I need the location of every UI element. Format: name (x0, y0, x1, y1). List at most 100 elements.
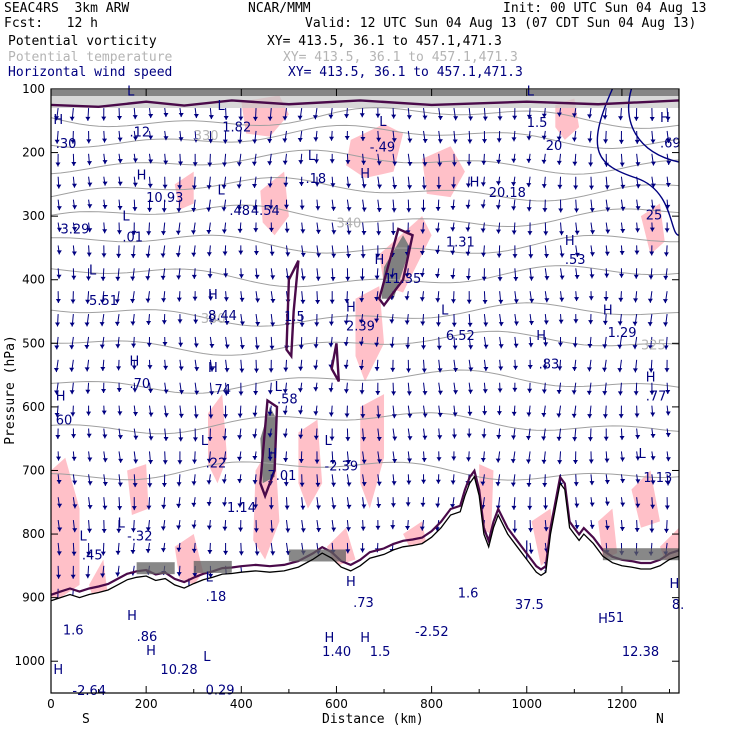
wind-arrowhead (267, 183, 273, 188)
wind-arrowhead (587, 114, 593, 119)
theta-contour (50, 461, 680, 481)
wind-arrowhead (497, 116, 503, 121)
value-label: 4.54 (251, 204, 280, 219)
wind-arrowhead (86, 551, 92, 556)
wind-arrowhead (223, 391, 229, 396)
wind-arrowhead (161, 208, 167, 213)
wind-arrowhead (574, 275, 580, 280)
wind-arrowhead (343, 342, 349, 347)
wind-arrowhead (209, 367, 215, 372)
wind-arrowhead (361, 184, 367, 189)
wind-arrowhead (390, 367, 396, 372)
value-label: 8. (672, 598, 684, 613)
wind-arrowhead (237, 435, 243, 440)
terrain-line (50, 475, 680, 602)
wind-arrowhead (299, 482, 305, 487)
wind-arrowhead (254, 551, 260, 556)
pv-shade-patch (631, 470, 660, 528)
terrain-layer (50, 475, 680, 693)
pv-shade-patch (422, 146, 465, 198)
wind-arrowhead (283, 367, 289, 372)
wind-arrowhead (131, 343, 137, 348)
high-marker: H (130, 355, 140, 370)
wind-arrowhead (557, 184, 563, 189)
wind-arrowhead (544, 276, 550, 281)
wind-arrowhead (176, 208, 182, 213)
wind-arrowhead (269, 251, 275, 256)
wind-arrowhead (131, 506, 137, 511)
wind-arrowhead (206, 252, 212, 257)
pv-grey-max (381, 235, 411, 299)
terrain-pv-shade (288, 549, 346, 562)
wind-arrowhead (298, 345, 304, 350)
wind-arrowhead (406, 368, 412, 373)
wind-arrowhead (100, 366, 106, 371)
wind-arrowhead (451, 322, 457, 327)
wind-arrowhead (251, 161, 257, 166)
wind-arrowhead (223, 273, 229, 278)
wind-arrowhead (589, 185, 595, 190)
wind-arrowhead (208, 573, 214, 578)
value-label: 1.29 (608, 326, 637, 341)
high-marker: H (536, 329, 546, 344)
wind-arrowhead (148, 436, 154, 441)
wind-arrowhead (605, 207, 611, 212)
wind-arrowhead (344, 299, 350, 304)
theta-contour (50, 265, 680, 288)
wind-arrowhead (114, 299, 120, 304)
wind-arrowhead (223, 116, 229, 121)
wind-arrowhead (269, 345, 275, 350)
wind-arrowhead (239, 345, 245, 350)
wind-arrowhead (87, 505, 93, 510)
wind-arrowhead (343, 364, 349, 369)
wind-arrowhead (102, 434, 108, 439)
wind-arrowhead (559, 231, 565, 236)
wind-arrowhead (237, 139, 243, 144)
wind-arrowhead (252, 455, 258, 460)
wind-arrowhead (193, 114, 199, 119)
wind-arrowhead (330, 183, 336, 188)
wind-arrowhead (69, 367, 75, 372)
wind-arrowhead (224, 368, 230, 373)
wind-arrowhead (131, 230, 137, 235)
wind-arrowhead (587, 414, 593, 419)
low-marker: L (441, 304, 449, 319)
wind-arrowhead (586, 390, 592, 395)
theta-contour (50, 302, 680, 327)
wind-arrowhead (255, 298, 261, 303)
low-marker: L (127, 84, 135, 99)
wind-arrowhead (361, 207, 367, 212)
wind-arrowhead (267, 161, 273, 166)
wind-arrowhead (556, 160, 562, 165)
value-label: 1.31 (446, 236, 475, 251)
wind-arrowhead (467, 322, 473, 327)
wind-arrowhead (407, 138, 413, 143)
wind-arrowhead (480, 252, 486, 257)
wind-arrowhead (330, 460, 336, 465)
wind-arrowhead (498, 366, 504, 371)
wind-arrowhead (163, 413, 169, 418)
wind-arrowhead (270, 298, 276, 303)
wind-arrowhead (84, 344, 90, 349)
wind-arrowhead (556, 112, 562, 117)
wind-arrowhead (115, 572, 121, 577)
wind-arrowhead (435, 479, 441, 484)
wind-arrowhead (117, 181, 123, 186)
wind-arrowhead (496, 229, 502, 234)
high-marker: H (208, 288, 218, 303)
wind-arrowhead (450, 205, 456, 210)
value-label: 51 (608, 611, 625, 626)
wind-arrowhead (236, 206, 242, 211)
wind-arrowhead (375, 253, 381, 258)
value-label: 5.51 (89, 294, 118, 309)
wind-arrowhead (374, 275, 380, 280)
wind-arrowhead (176, 275, 182, 280)
wind-arrowhead (71, 551, 77, 556)
high-marker: H (598, 612, 608, 627)
wind-arrowhead (208, 115, 214, 120)
wind-arrowhead (419, 297, 425, 302)
wind-arrowhead (177, 185, 183, 190)
wind-arrowhead (313, 137, 319, 142)
value-label: 2.39 (346, 320, 375, 335)
wind-arrowhead (358, 341, 364, 346)
